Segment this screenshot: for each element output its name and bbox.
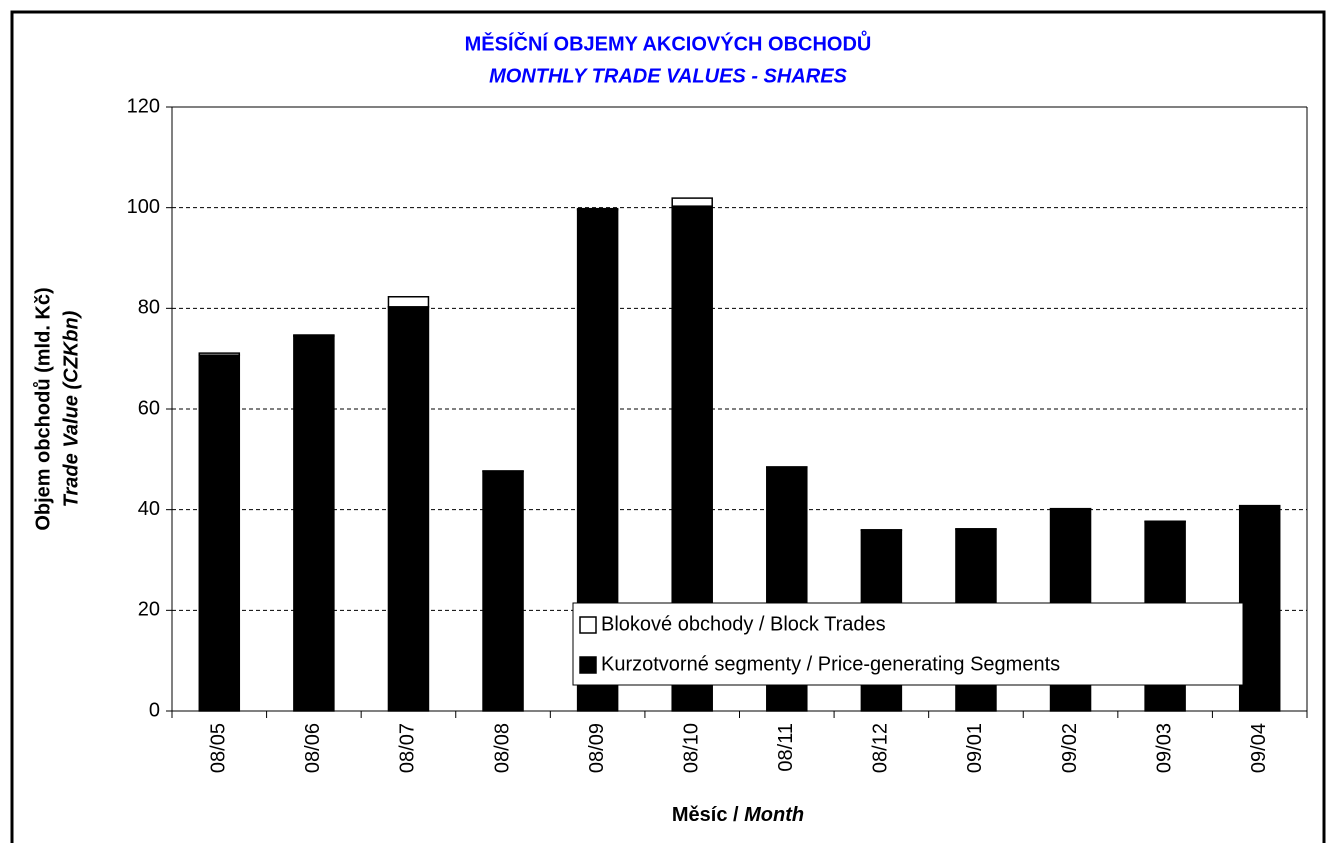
bar-segment — [1238, 504, 1281, 507]
bar-segment — [576, 207, 619, 211]
bar-segment — [293, 334, 335, 337]
bar-segment — [1049, 507, 1092, 510]
y-tick-label: 0 — [149, 699, 160, 721]
legend-label: Blokové obchody / Block Trades — [601, 613, 886, 635]
y-axis-label: Objem obchodů (mld. Kč) — [32, 287, 54, 530]
x-tick-label: 09/03 — [1153, 723, 1175, 773]
bar-segment — [766, 466, 808, 469]
legend-label: Kurzotvorné segmenty / Price-generating … — [601, 653, 1060, 675]
y-tick-label: 120 — [127, 95, 160, 117]
bar-segment — [482, 470, 524, 712]
x-tick-label: 09/04 — [1248, 723, 1270, 773]
bar-segment — [198, 354, 241, 712]
x-tick-label: 08/12 — [870, 723, 892, 773]
chart-title: MĚSÍČNÍ OBJEMY AKCIOVÝCH OBCHODŮ — [465, 29, 872, 55]
y-tick-label: 100 — [127, 196, 160, 218]
x-tick-label: 09/01 — [964, 723, 986, 773]
x-tick-label: 08/07 — [397, 723, 419, 773]
legend-swatch — [579, 616, 597, 634]
y-tick-label: 80 — [138, 297, 160, 319]
x-axis-label-part: Měsíc / — [672, 804, 739, 826]
x-axis-label: Měsíc / Month — [672, 804, 804, 826]
x-tick-label: 08/11 — [775, 723, 797, 772]
x-tick-label: 08/09 — [586, 723, 608, 773]
bar-segment — [482, 470, 524, 473]
y-axis-label: Trade Value (CZKbn) — [60, 310, 82, 507]
y-tick-label: 20 — [138, 599, 160, 621]
bar-segment — [387, 296, 430, 308]
x-tick-label: 08/06 — [302, 723, 324, 773]
x-tick-label: 08/05 — [208, 723, 230, 773]
bar-segment — [293, 335, 335, 712]
y-tick-label: 40 — [138, 498, 160, 520]
bar-segment — [387, 306, 430, 712]
y-tick-label: 60 — [138, 397, 160, 419]
x-tick-label: 08/08 — [491, 723, 513, 773]
x-tick-label: 08/10 — [680, 723, 702, 773]
bar-segment — [955, 528, 997, 531]
legend-swatch — [579, 656, 597, 674]
bar-segment — [860, 529, 903, 532]
legend-box — [572, 602, 1244, 686]
bar-segment — [1144, 520, 1186, 523]
x-axis-label-part: Month — [744, 804, 804, 826]
x-tick-label: 09/02 — [1059, 723, 1081, 773]
bar-segment — [198, 352, 241, 356]
bar-segment — [1238, 505, 1281, 712]
bar-segment — [671, 197, 713, 207]
chart-subtitle: MONTHLY TRADE VALUES - SHARES — [489, 65, 847, 87]
